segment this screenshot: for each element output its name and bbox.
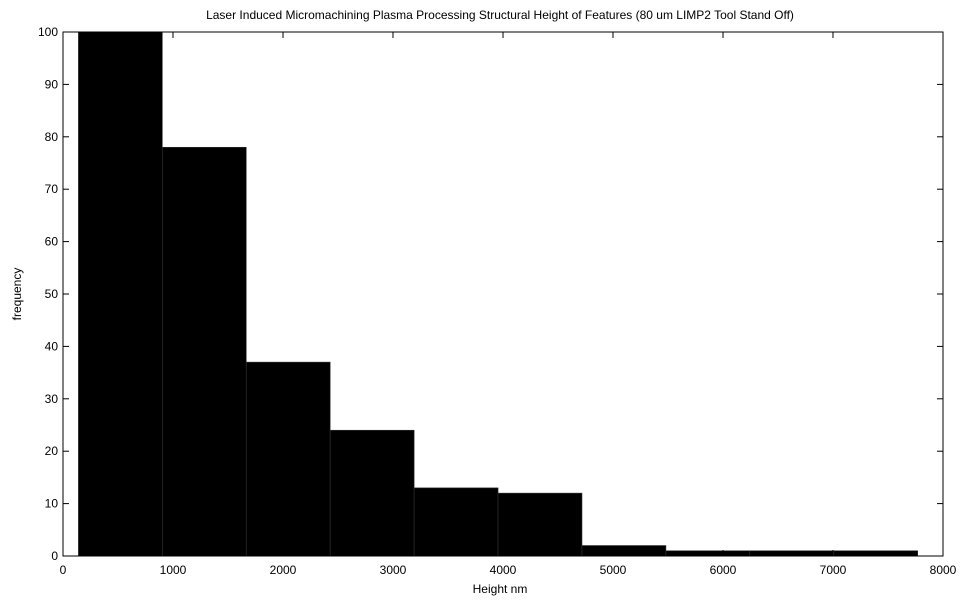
x-axis: 0 1000 2000 3000 4000 5000 6000 7000 8000 [60,32,957,577]
y-tick-label: 20 [45,444,59,458]
x-tick-label: 6000 [710,563,737,577]
histogram-bar [245,361,331,557]
x-tick-label: 5000 [600,563,627,577]
histogram-bar [413,487,499,557]
histogram-bar [497,492,583,557]
x-tick-label: 4000 [490,563,517,577]
x-tick-label: 1000 [160,563,187,577]
x-tick-label: 0 [60,563,67,577]
y-tick-label: 80 [45,130,59,144]
histogram-bar [581,545,667,557]
histogram-bar [78,31,163,557]
x-tick-label: 8000 [930,563,957,577]
histogram-bar [329,429,415,557]
histogram-bar [833,550,919,557]
y-axis: 0 10 20 30 40 50 60 70 80 90 100 [38,25,943,563]
y-axis-label: frequency [10,268,24,321]
y-tick-label: 70 [45,182,59,196]
histogram-bar [749,550,835,557]
x-tick-label: 2000 [270,563,297,577]
histogram-bar [665,550,751,557]
y-tick-label: 90 [45,77,59,91]
y-tick-label: 30 [45,392,59,406]
chart-title: Laser Induced Micromachining Plasma Proc… [206,8,794,22]
y-tick-label: 0 [51,549,58,563]
x-tick-label: 3000 [380,563,407,577]
y-tick-label: 60 [45,235,59,249]
x-tick-label: 7000 [820,563,847,577]
y-tick-label: 40 [45,339,59,353]
histogram-bar [162,146,247,557]
y-tick-label: 50 [45,287,59,301]
y-tick-label: 100 [38,25,58,39]
y-tick-label: 10 [45,497,59,511]
bars-layer [78,31,919,557]
x-axis-label: Height nm [473,582,528,596]
